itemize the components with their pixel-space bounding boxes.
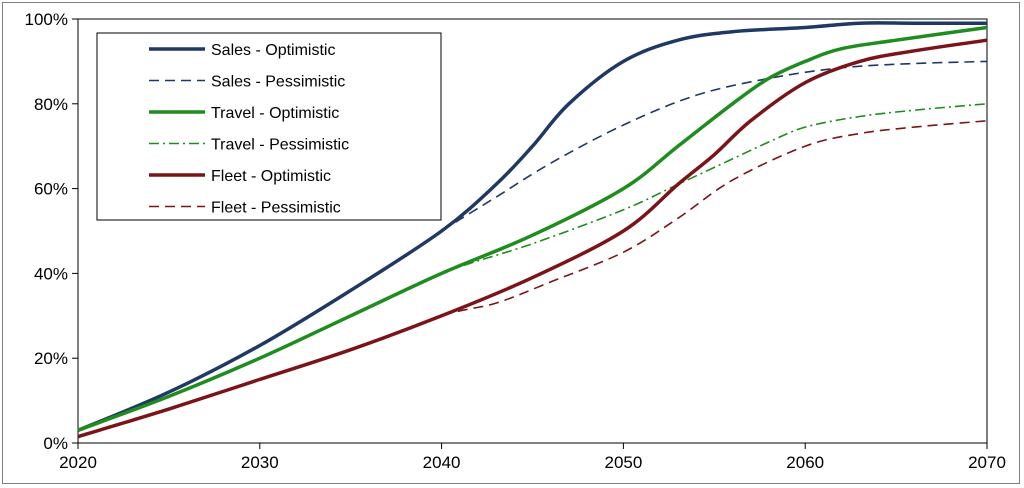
series-line-1 <box>77 21 987 432</box>
legend-label: Sales - Optimistic <box>211 42 335 59</box>
legend-label: Fleet - Optimistic <box>211 168 331 185</box>
y-tick-label: 100% <box>25 10 68 29</box>
y-tick-label: 0% <box>43 434 68 453</box>
series-line-5 <box>77 38 988 439</box>
y-tick-label: 80% <box>34 95 68 114</box>
x-axis-ticks: 2020 2030 2040 2050 2060 2070 <box>59 443 1006 472</box>
x-tick-label: 2070 <box>968 453 1006 472</box>
series-line-3 <box>77 25 988 432</box>
x-tick-label: 2030 <box>241 453 279 472</box>
plot-area <box>77 18 988 444</box>
x-tick-label: 2050 <box>604 453 642 472</box>
y-axis-ticks: 0% 20% 40% 60% 80% 100% <box>25 10 78 453</box>
legend-label: Fleet - Pessimistic <box>211 200 341 217</box>
legend-label: Sales - Pessimistic <box>211 74 345 91</box>
legend: Sales - Optimistic Sales - Pessimistic Tra… <box>96 32 442 221</box>
series-lines <box>77 21 988 439</box>
x-tick-label: 2040 <box>423 453 461 472</box>
x-tick-label: 2060 <box>786 453 824 472</box>
legend-label: Travel - Pessimistic <box>211 137 349 154</box>
y-tick-label: 40% <box>34 264 68 283</box>
y-tick-label: 60% <box>34 180 68 199</box>
axes <box>77 18 988 444</box>
x-tick-label: 2020 <box>59 453 97 472</box>
legend-label: Travel - Optimistic <box>211 105 339 122</box>
legend-box <box>96 32 442 221</box>
y-tick-label: 20% <box>34 349 68 368</box>
series-line-6 <box>77 120 988 438</box>
